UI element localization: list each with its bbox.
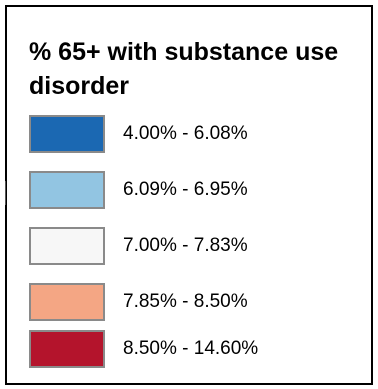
- legend-title: % 65+ with substance use disorder: [29, 38, 339, 100]
- legend-swatch: [29, 227, 105, 265]
- legend-range-label: 8.50% - 14.60%: [123, 338, 259, 359]
- legend-range-label: 4.00% - 6.08%: [123, 123, 248, 144]
- legend-item: 7.85% - 8.50%: [29, 283, 359, 323]
- legend-item: 7.00% - 7.83%: [29, 227, 359, 267]
- legend-swatch: [29, 330, 105, 368]
- legend-swatch: [29, 171, 105, 209]
- legend-range-label: 6.09% - 6.95%: [123, 179, 248, 200]
- legend-swatch: [29, 283, 105, 321]
- legend-panel: % 65+ with substance use disorder 4.00% …: [5, 5, 373, 385]
- legend-item: 6.09% - 6.95%: [29, 171, 359, 211]
- stray-edge-mark: [5, 181, 6, 205]
- legend-swatch: [29, 115, 105, 153]
- legend-range-label: 7.85% - 8.50%: [123, 291, 248, 312]
- legend-range-label: 7.00% - 7.83%: [123, 235, 248, 256]
- legend-item: 8.50% - 14.60%: [29, 330, 359, 370]
- legend-item: 4.00% - 6.08%: [29, 115, 359, 155]
